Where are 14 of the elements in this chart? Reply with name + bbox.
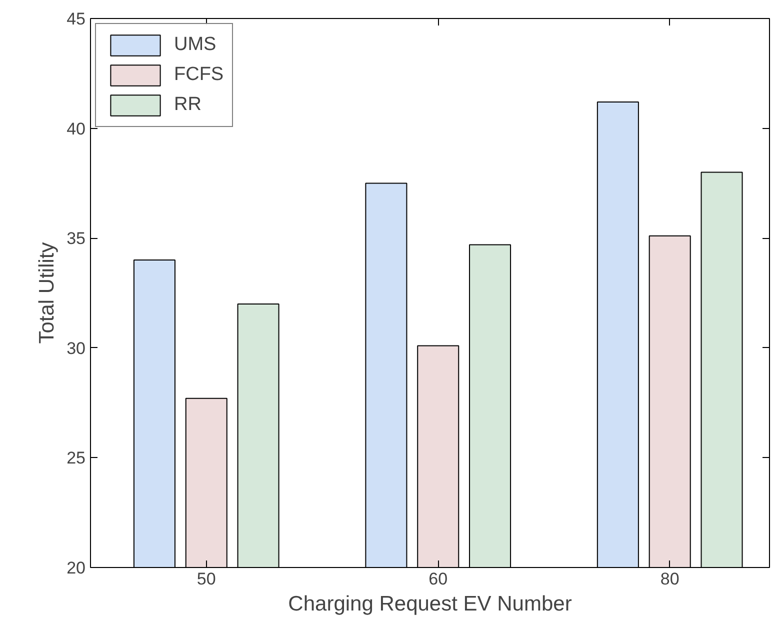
legend-label: UMS xyxy=(174,34,216,56)
y-axis-title: Total Utility xyxy=(36,242,59,344)
x-tick-label: 80 xyxy=(660,570,680,588)
x-tick-label: 60 xyxy=(428,570,448,588)
y-tick-label: 25 xyxy=(66,448,86,468)
y-tick-label: 20 xyxy=(66,558,86,578)
x-tick-label: 50 xyxy=(196,570,216,588)
legend-label: FCFS xyxy=(174,64,224,86)
y-tick-label: 30 xyxy=(66,338,86,358)
x-axis-title: Charging Request EV Number xyxy=(288,592,572,616)
y-tick-label: 45 xyxy=(66,10,86,28)
y-tick-label: 35 xyxy=(66,229,86,248)
y-tick-label: 40 xyxy=(66,119,86,138)
legend-label: RR xyxy=(174,94,202,116)
